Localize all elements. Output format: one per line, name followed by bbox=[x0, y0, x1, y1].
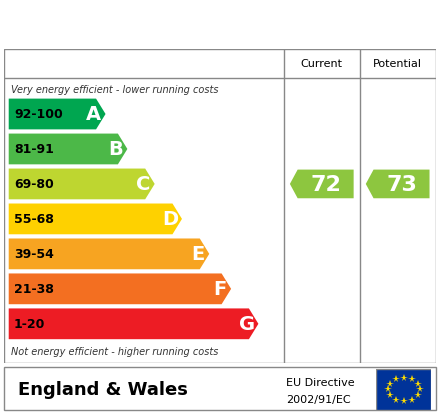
Text: 39-54: 39-54 bbox=[14, 248, 54, 261]
Text: A: A bbox=[86, 105, 102, 124]
Text: EU Directive: EU Directive bbox=[286, 377, 355, 387]
Text: F: F bbox=[213, 280, 226, 299]
Text: Energy Efficiency Rating: Energy Efficiency Rating bbox=[11, 14, 299, 34]
Text: Very energy efficient - lower running costs: Very energy efficient - lower running co… bbox=[11, 84, 218, 95]
Polygon shape bbox=[9, 169, 155, 200]
Text: 73: 73 bbox=[386, 175, 418, 195]
Text: B: B bbox=[108, 140, 123, 159]
Text: 72: 72 bbox=[311, 175, 341, 195]
Text: Potential: Potential bbox=[373, 59, 422, 69]
Text: 69-80: 69-80 bbox=[14, 178, 54, 191]
Text: 1-20: 1-20 bbox=[14, 318, 45, 330]
Text: D: D bbox=[162, 210, 178, 229]
Text: 55-68: 55-68 bbox=[14, 213, 54, 226]
Text: 81-91: 81-91 bbox=[14, 143, 54, 156]
Polygon shape bbox=[9, 274, 231, 304]
Polygon shape bbox=[9, 204, 182, 235]
Polygon shape bbox=[9, 100, 106, 130]
Text: 92-100: 92-100 bbox=[14, 108, 62, 121]
Polygon shape bbox=[290, 170, 354, 199]
Polygon shape bbox=[9, 309, 258, 339]
Text: Not energy efficient - higher running costs: Not energy efficient - higher running co… bbox=[11, 346, 218, 356]
Text: 21-38: 21-38 bbox=[14, 282, 54, 296]
Text: G: G bbox=[238, 315, 255, 334]
Text: England & Wales: England & Wales bbox=[18, 380, 187, 398]
Text: E: E bbox=[191, 245, 204, 264]
Text: 2002/91/EC: 2002/91/EC bbox=[286, 394, 351, 404]
Polygon shape bbox=[366, 170, 429, 199]
Text: Current: Current bbox=[301, 59, 343, 69]
Polygon shape bbox=[9, 239, 209, 270]
Text: C: C bbox=[136, 175, 150, 194]
Polygon shape bbox=[9, 134, 127, 165]
